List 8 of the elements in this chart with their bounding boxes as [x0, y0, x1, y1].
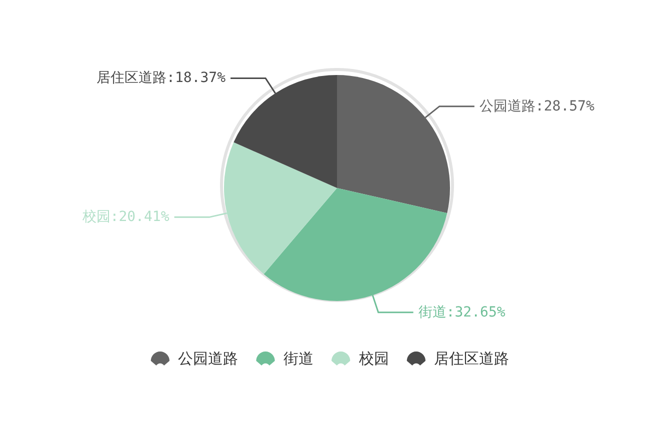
- data-label: 居住区道路:18.37%: [96, 70, 226, 86]
- data-label: 校园:20.41%: [81, 209, 170, 226]
- data-label: 公园道路:28.57%: [479, 98, 595, 114]
- legend-label: 居住区道路: [434, 350, 510, 368]
- legend-label: 公园道路: [178, 350, 238, 368]
- legend-label: 校园: [358, 350, 389, 368]
- data-label: 街道:32.65%: [418, 304, 506, 320]
- legend-label: 街道: [284, 350, 314, 368]
